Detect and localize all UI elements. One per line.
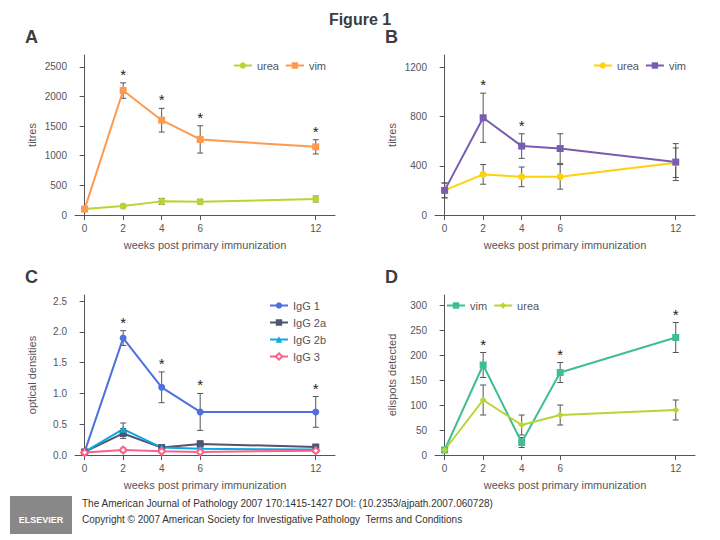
svg-text:2: 2: [120, 463, 126, 474]
svg-text:A: A: [25, 27, 38, 47]
svg-text:*: *: [159, 91, 165, 108]
svg-text:vim: vim: [470, 300, 487, 312]
svg-text:0: 0: [82, 223, 88, 234]
svg-text:12: 12: [670, 463, 682, 474]
svg-text:50: 50: [416, 425, 428, 436]
svg-text:6: 6: [557, 223, 563, 234]
svg-text:*: *: [159, 355, 165, 372]
svg-text:weeks post primary immunizatio: weeks post primary immunization: [123, 479, 287, 491]
svg-text:6: 6: [557, 463, 563, 474]
svg-text:vim: vim: [309, 60, 326, 72]
svg-text:2.0: 2.0: [53, 326, 67, 337]
svg-text:*: *: [197, 109, 203, 126]
svg-text:0: 0: [421, 210, 427, 221]
svg-text:1.5: 1.5: [53, 357, 67, 368]
svg-text:IgG 2a: IgG 2a: [293, 317, 327, 329]
svg-text:*: *: [120, 314, 126, 331]
svg-text:urea: urea: [617, 60, 640, 72]
svg-text:4: 4: [519, 463, 525, 474]
svg-text:0.0: 0.0: [53, 450, 67, 461]
svg-text:2.5: 2.5: [53, 296, 67, 307]
svg-text:weeks post primary immunizatio: weeks post primary immunization: [483, 479, 647, 491]
svg-text:B: B: [385, 27, 398, 47]
svg-text:0.5: 0.5: [53, 419, 67, 430]
svg-text:100: 100: [410, 400, 427, 411]
svg-text:*: *: [120, 66, 126, 83]
svg-text:titres: titres: [26, 123, 38, 147]
svg-text:2: 2: [480, 463, 486, 474]
svg-text:500: 500: [50, 180, 67, 191]
svg-text:*: *: [480, 76, 486, 93]
svg-text:The American Journal of Pathol: The American Journal of Pathology 2007 1…: [82, 498, 493, 509]
svg-text:0: 0: [61, 210, 67, 221]
svg-text:12: 12: [670, 223, 682, 234]
svg-text:weeks post primary immunizatio: weeks post primary immunization: [123, 239, 287, 251]
svg-text:D: D: [385, 267, 398, 287]
svg-text:urea: urea: [517, 300, 540, 312]
svg-text:400: 400: [410, 160, 427, 171]
svg-text:1.0: 1.0: [53, 388, 67, 399]
svg-text:optical densities: optical densities: [26, 335, 38, 414]
svg-text:Copyright © 2007 American Soci: Copyright © 2007 American Society for In…: [82, 514, 462, 525]
svg-text:6: 6: [197, 463, 203, 474]
svg-text:2: 2: [120, 223, 126, 234]
svg-text:0: 0: [82, 463, 88, 474]
svg-text:*: *: [197, 376, 203, 393]
svg-text:vim: vim: [669, 60, 686, 72]
svg-text:*: *: [480, 336, 486, 353]
svg-text:*: *: [313, 123, 319, 140]
svg-text:12: 12: [310, 463, 322, 474]
svg-text:Figure 1: Figure 1: [329, 11, 391, 28]
svg-text:*: *: [519, 117, 525, 134]
svg-text:300: 300: [410, 300, 427, 311]
svg-text:0: 0: [442, 463, 448, 474]
svg-text:200: 200: [410, 350, 427, 361]
svg-text:1200: 1200: [405, 62, 428, 73]
svg-text:*: *: [313, 380, 319, 397]
svg-text:IgG 3: IgG 3: [293, 351, 320, 363]
svg-text:ELSEVIER: ELSEVIER: [19, 515, 64, 525]
svg-text:2500: 2500: [45, 61, 68, 72]
svg-text:2: 2: [480, 223, 486, 234]
svg-text:*: *: [673, 306, 679, 323]
svg-text:4: 4: [519, 223, 525, 234]
svg-text:2000: 2000: [45, 91, 68, 102]
svg-text:4: 4: [159, 223, 165, 234]
svg-text:*: *: [557, 346, 563, 363]
svg-text:titres: titres: [386, 123, 398, 147]
svg-text:IgG 2b: IgG 2b: [293, 334, 326, 346]
svg-text:250: 250: [410, 325, 427, 336]
svg-text:4: 4: [159, 463, 165, 474]
svg-text:12: 12: [310, 223, 322, 234]
svg-text:elispots detected: elispots detected: [386, 334, 398, 417]
svg-text:weeks post primary immunizatio: weeks post primary immunization: [483, 239, 647, 251]
svg-text:0: 0: [442, 223, 448, 234]
svg-text:C: C: [25, 267, 38, 287]
svg-text:urea: urea: [257, 60, 280, 72]
svg-text:0: 0: [421, 450, 427, 461]
svg-text:1500: 1500: [45, 121, 68, 132]
svg-text:150: 150: [410, 375, 427, 386]
svg-text:1000: 1000: [45, 150, 68, 161]
svg-text:6: 6: [197, 223, 203, 234]
svg-text:800: 800: [410, 111, 427, 122]
svg-text:IgG 1: IgG 1: [293, 300, 320, 312]
